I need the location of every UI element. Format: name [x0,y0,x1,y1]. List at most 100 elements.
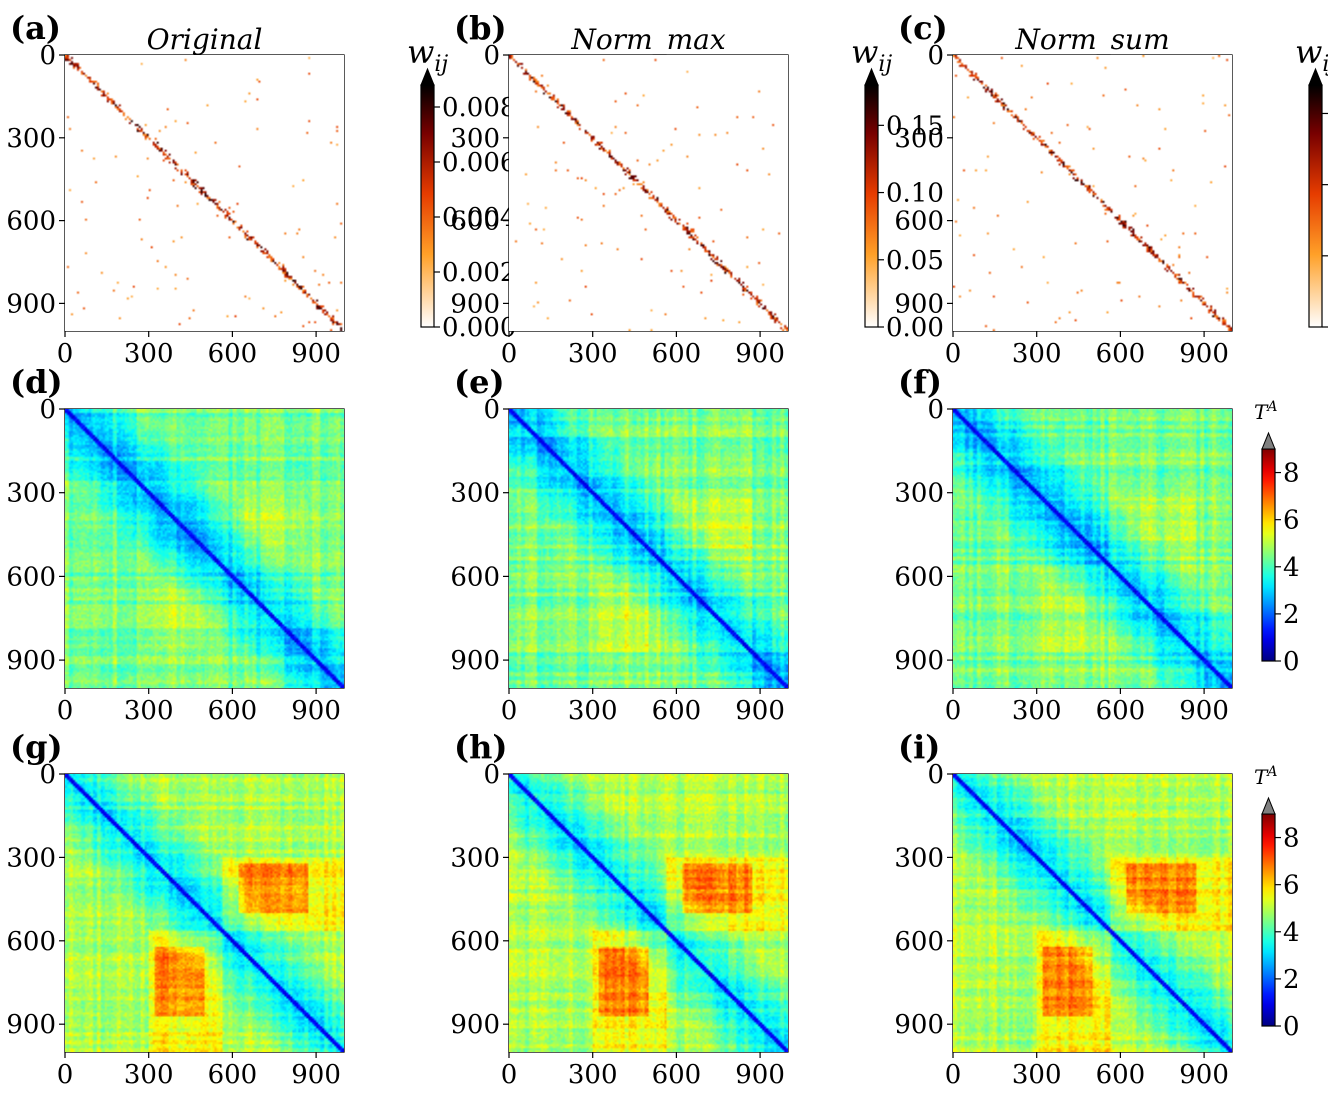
x-tick-label: 0 [945,339,962,369]
y-tick-label: 0 [483,760,500,790]
colorbar-label: wij [407,33,448,77]
colorbar-gradient [1261,813,1276,1027]
y-tick-label: 600 [6,562,56,592]
y-tick-label: 0 [483,395,500,425]
colorbar-tick-label: 0 [1283,1012,1300,1042]
panel-label: (b) [454,9,507,47]
panel-label: (g) [10,728,63,766]
y-tick-label: 300 [450,124,500,154]
colorbar-a: 0.000 0.002 0.004 0.006 0.008 wij [407,33,516,343]
x-tick-label: 0 [501,696,518,726]
x-tick-label: 600 [652,1060,702,1090]
y-tick-label: 900 [450,289,500,319]
x-tick-label: 600 [1096,1060,1146,1090]
colorbar-tick-label: 0.002 [442,258,516,288]
y-tick-label: 900 [450,646,500,676]
colorbar-extend-arrow [1261,796,1276,815]
colorbar-tick-label: 4 [1283,553,1300,583]
x-tick-label: 600 [208,339,258,369]
y-tick-label: 600 [450,207,500,237]
x-tick-label: 0 [57,696,74,726]
x-tick-label: 900 [735,1060,785,1090]
x-tick-label: 0 [501,339,518,369]
y-tick-label: 300 [6,124,56,154]
panel-label: (c) [898,9,948,47]
heatmap-image-f [953,409,1232,688]
y-tick-label: 300 [6,843,56,873]
x-tick-label: 0 [945,696,962,726]
x-tick-label: 900 [1179,696,1229,726]
y-tick-label: 300 [894,124,944,154]
colorbar-tick-label: 4 [1283,918,1300,948]
y-tick-label: 300 [894,479,944,509]
x-tick-label: 300 [568,696,618,726]
y-tick-label: 900 [894,646,944,676]
y-tick-label: 0 [39,760,56,790]
y-tick-label: 0 [927,760,944,790]
x-tick-label: 300 [124,339,174,369]
colorbar-tick-label: 0.10 [886,179,944,209]
y-tick-label: 0 [39,395,56,425]
colorbar-c: 0.000.020.040.06wij [1295,33,1328,328]
x-tick-label: 0 [501,1060,518,1090]
colorbar-extend-arrow [864,67,879,86]
colorbar-tick-label: 2 [1283,600,1300,630]
panel-label: (e) [454,363,505,401]
heatmap-image-g [65,774,344,1052]
colorbar-label: TA [1254,764,1277,789]
x-tick-label: 900 [291,339,341,369]
y-tick-label: 900 [450,1010,500,1040]
x-tick-label: 300 [1012,696,1062,726]
x-tick-label: 300 [1012,1060,1062,1090]
colorbar-extend-arrow [1261,431,1276,450]
colorbar-b: 0.00 0.05 0.10 0.15 wij [851,33,944,343]
y-tick-label: 300 [6,479,56,509]
colorbar-gradient [864,84,879,328]
x-tick-label: 600 [652,339,702,369]
colorbar-gradient [1308,84,1323,328]
y-tick-label: 900 [894,1010,944,1040]
x-tick-label: 600 [652,696,702,726]
y-tick-label: 0 [483,41,500,71]
x-tick-label: 0 [945,1060,962,1090]
colorbar-label: TA [1254,399,1277,424]
heatmap-image-i [953,774,1232,1052]
y-tick-label: 600 [6,207,56,237]
x-tick-label: 900 [291,696,341,726]
x-tick-label: 900 [735,696,785,726]
y-tick-label: 900 [6,646,56,676]
y-tick-label: 600 [450,562,500,592]
panel-title: Norm_sum [1014,23,1169,56]
x-tick-label: 0 [57,339,74,369]
colorbar-gradient [1261,448,1276,662]
colorbar-tick-label: 0.000 [442,313,516,343]
colorbar-tick-label: 0.00 [886,313,944,343]
y-tick-label: 0 [39,41,56,71]
colorbar-gradient [420,84,435,328]
x-tick-label: 300 [124,696,174,726]
colorbar-tick-label: 2 [1283,965,1300,995]
panel-label: (f) [898,363,942,401]
heatmap-image-c [953,55,1232,331]
panel-title: Original [147,23,263,56]
colorbar-extend-arrow [1308,67,1323,86]
panel-label: (a) [10,9,61,47]
y-tick-label: 900 [894,289,944,319]
y-tick-label: 600 [894,207,944,237]
colorbar-label: wij [1295,33,1328,77]
y-tick-label: 600 [894,927,944,957]
colorbar-i: 0 2 4 6 8 TA [1254,764,1300,1042]
panel-label: (d) [10,363,63,401]
x-tick-label: 300 [1012,339,1062,369]
y-tick-label: 900 [6,289,56,319]
y-tick-label: 0 [927,41,944,71]
heatmap-image-d [65,409,344,688]
colorbar-tick-label: 8 [1283,459,1300,489]
x-tick-label: 900 [1179,1060,1229,1090]
colorbar-tick-label: 0.004 [442,203,516,233]
